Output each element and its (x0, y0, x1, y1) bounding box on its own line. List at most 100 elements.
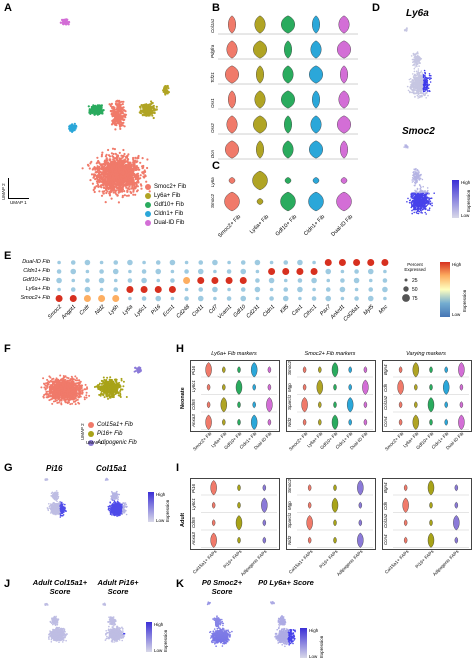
cell-point (94, 178, 97, 181)
violin-shape (225, 65, 239, 84)
cell-point (421, 195, 423, 197)
dotplot-dot (170, 296, 175, 301)
cell-point (100, 104, 103, 107)
cell-cloud (403, 27, 408, 32)
cell-point (420, 87, 423, 90)
cell-point (100, 186, 103, 189)
cell-point (420, 186, 422, 189)
cell-point (426, 201, 429, 203)
dotplot-dot (170, 278, 175, 283)
cell-point (418, 184, 421, 186)
cell-point (109, 158, 112, 161)
cell-point (416, 198, 418, 200)
cell-point (424, 92, 427, 95)
cell-point (413, 91, 415, 93)
cell-point (417, 97, 419, 99)
cell-point (114, 161, 117, 164)
cell-cloud (87, 104, 105, 116)
cell-point (110, 197, 113, 200)
cell-point (120, 189, 123, 192)
cell-point (421, 208, 424, 210)
cell-point (96, 182, 99, 185)
dotplot-dot (353, 277, 360, 284)
cell-point (414, 195, 417, 197)
cell-point (102, 166, 105, 170)
expression-scale-d (452, 180, 459, 218)
cell-point (87, 105, 90, 108)
cell-point (122, 172, 125, 176)
cell-point (45, 390, 48, 393)
cell-point (113, 112, 116, 115)
cell-point (413, 176, 416, 178)
cell-point (112, 164, 115, 167)
cell-point (430, 74, 432, 77)
cell-point (113, 148, 116, 151)
dotplot-dot (312, 287, 316, 292)
cell-point (418, 80, 421, 83)
cell-point (116, 179, 119, 183)
cell-point (72, 390, 75, 393)
cell-point (418, 84, 420, 86)
legend-a-swatch (145, 183, 151, 190)
cell-point (404, 144, 406, 146)
cell-point (409, 199, 412, 201)
cell-point (102, 184, 105, 187)
cell-point (408, 78, 411, 81)
cell-point (414, 59, 417, 61)
cell-point (92, 107, 96, 110)
cell-point (135, 165, 138, 168)
violin-shape (308, 191, 324, 212)
dotplot-dot (340, 296, 345, 301)
cell-point (101, 112, 104, 115)
dotplot-dot (382, 278, 388, 283)
cell-point (124, 174, 127, 177)
cell-point (141, 167, 144, 170)
cell-point (113, 109, 116, 112)
cell-point (406, 201, 408, 203)
cell-point (110, 172, 113, 175)
dotplot-dot (113, 287, 119, 292)
cell-point (411, 84, 413, 86)
cell-point (113, 176, 116, 179)
umap-panel-f (40, 366, 142, 406)
cell-point (421, 95, 423, 97)
dotplot-dot (339, 286, 346, 293)
cell-point (424, 71, 426, 74)
violin-shape (228, 177, 236, 184)
violin-shape (340, 177, 348, 184)
cell-point (413, 173, 415, 176)
cell-point (72, 400, 75, 403)
cell-point (117, 107, 120, 110)
cell-point (143, 169, 146, 172)
cell-point (418, 85, 420, 87)
cell-point (120, 179, 123, 182)
cell-point (415, 201, 417, 203)
cell-point (419, 191, 421, 193)
cell-point (415, 167, 417, 170)
cell-point (418, 200, 420, 203)
cell-point (98, 162, 101, 165)
cell-point (126, 158, 130, 161)
cell-point (69, 383, 72, 386)
cell-point (97, 183, 100, 187)
violin-shape (225, 140, 239, 159)
cell-cloud (81, 147, 151, 204)
dotplot-dot (198, 260, 204, 265)
violin-shape (281, 15, 295, 34)
cell-point (417, 212, 420, 215)
cell-point (136, 185, 139, 188)
cell-point (111, 166, 115, 169)
cell-point (93, 187, 96, 190)
cell-point (125, 156, 128, 159)
cell-point (117, 119, 120, 122)
cell-point (422, 93, 425, 95)
cell-point (71, 123, 74, 126)
cell-point (134, 182, 137, 185)
cell-point (104, 183, 107, 186)
dotplot-dot (212, 259, 218, 266)
cell-point (419, 96, 422, 98)
cell-point (114, 122, 117, 125)
cell-point (75, 388, 78, 391)
cell-point (142, 104, 145, 107)
cell-point (150, 109, 154, 112)
